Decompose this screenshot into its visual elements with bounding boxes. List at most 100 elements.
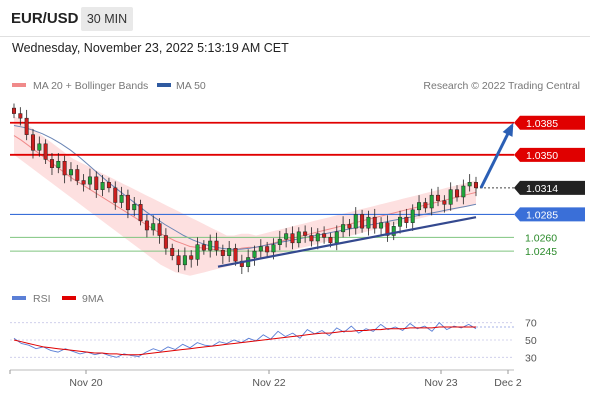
candle-body: [24, 117, 29, 135]
candle-body: [43, 143, 48, 160]
candle-body: [296, 231, 301, 244]
candle-body: [214, 240, 219, 251]
ma9-legend-label: 9MA: [82, 293, 104, 305]
level-tag-1.0385: [514, 115, 585, 130]
candle-body: [417, 202, 422, 211]
candle-body: [144, 220, 149, 231]
candle-body: [258, 246, 263, 252]
candle: [119, 186, 124, 208]
candle-body: [328, 237, 333, 244]
candle-body: [56, 161, 61, 168]
rsi-tick-50: 50: [525, 335, 537, 347]
x-tick-label: Dec 2: [494, 377, 522, 389]
candle: [87, 168, 92, 190]
copyright-label: Research © 2022 Trading Central: [423, 80, 580, 92]
candle-body: [75, 169, 80, 181]
candle-body: [423, 202, 428, 209]
ma50-legend-swatch: [157, 83, 171, 87]
timeframe-badge[interactable]: 30 MIN: [81, 7, 133, 31]
candle: [100, 175, 105, 197]
candle: [252, 245, 257, 266]
candle-body: [18, 113, 23, 119]
candle-body: [455, 189, 460, 198]
candle: [113, 181, 118, 210]
candle: [81, 174, 86, 192]
candle-body: [429, 194, 434, 209]
candle: [265, 241, 270, 257]
level-label-1.0314: 1.0314: [526, 183, 558, 195]
candle: [290, 226, 295, 250]
candle-body: [467, 182, 472, 187]
candle: [398, 210, 403, 234]
candle-body: [94, 176, 99, 190]
candle-body: [309, 235, 314, 242]
price-plot: 1.0385 1.0350 1.0314 1.0285 1.0260 1.0245: [10, 103, 585, 276]
candle: [163, 228, 168, 255]
candle-body: [125, 194, 130, 211]
candle-body: [157, 223, 162, 236]
candle: [284, 228, 289, 248]
candle: [417, 195, 422, 217]
candle: [24, 109, 29, 141]
candle: [182, 247, 187, 271]
candle: [404, 208, 409, 229]
candle: [138, 199, 143, 226]
candle: [157, 218, 162, 244]
candle-body: [290, 233, 295, 244]
candle: [461, 179, 466, 205]
candle-body: [182, 255, 187, 266]
candle-body: [277, 238, 282, 245]
candle: [170, 243, 175, 261]
level-label-1.0260: 1.0260: [525, 232, 557, 244]
candle-body: [49, 159, 54, 168]
candle-body: [391, 226, 396, 236]
candle-body: [265, 246, 270, 253]
candle-body: [461, 185, 466, 198]
candle: [18, 107, 23, 126]
candle: [43, 139, 48, 164]
candle-body: [404, 216, 409, 223]
candle: [144, 214, 149, 238]
x-tick-label: Nov 22: [252, 377, 285, 389]
candle: [125, 189, 130, 219]
candle: [94, 171, 99, 198]
candle-body: [334, 231, 339, 244]
candle-body: [271, 244, 276, 253]
rsi-series-9MA: [13, 326, 476, 356]
level-label-1.0350: 1.0350: [526, 150, 558, 162]
level-tag-1.0350: [514, 147, 585, 162]
candle: [233, 243, 238, 266]
candle-body: [448, 189, 453, 205]
candle-body: [37, 143, 42, 151]
candle-body: [372, 216, 377, 229]
candle-body: [233, 248, 238, 262]
candle: [366, 210, 371, 236]
candle-body: [366, 216, 371, 229]
candle: [151, 215, 156, 236]
candle-body: [12, 107, 16, 114]
ma9-legend-swatch: [62, 296, 76, 300]
rsi-tick-70: 70: [525, 318, 537, 330]
candle: [353, 207, 358, 235]
candle-body: [119, 194, 124, 203]
candle: [214, 232, 219, 256]
candle: [385, 215, 390, 242]
candle: [37, 136, 42, 157]
candle-body: [151, 223, 156, 231]
candle: [372, 208, 377, 234]
chart-header: EUR/USD 30 MIN: [0, 0, 590, 37]
candle-body: [385, 222, 390, 236]
level-label-1.0245: 1.0245: [525, 246, 557, 258]
candle: [189, 250, 194, 268]
candle-body: [106, 182, 111, 189]
candle: [277, 230, 282, 251]
candle-body: [87, 176, 92, 185]
candle-body: [315, 233, 320, 242]
candle: [341, 216, 346, 238]
candle: [467, 174, 472, 192]
candle-body: [474, 182, 478, 189]
candle: [49, 153, 54, 175]
bollinger-band: [14, 116, 476, 276]
level-tag-1.0314: [514, 180, 585, 195]
projection-arrow-head: [502, 122, 514, 137]
